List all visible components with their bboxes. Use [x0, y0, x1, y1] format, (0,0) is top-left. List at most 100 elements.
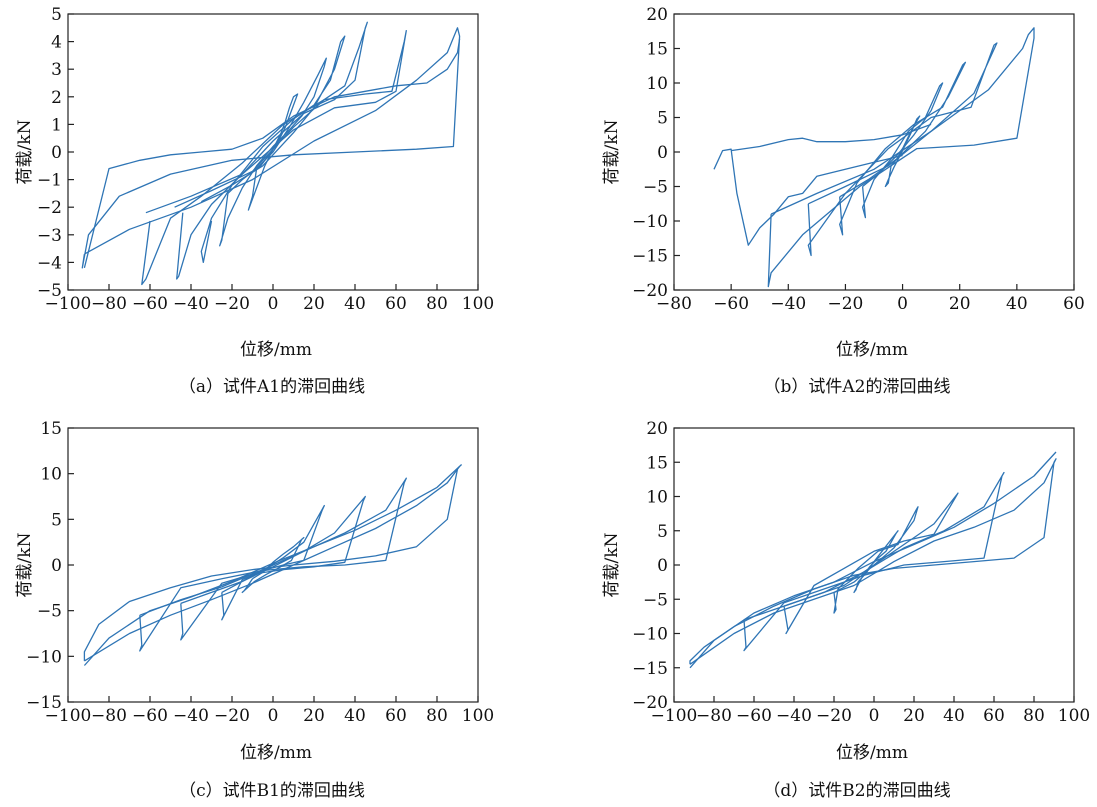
panel-b-hysteresis-loop-6	[713, 148, 903, 246]
panel-a-hysteresis-loop-7	[83, 38, 461, 269]
panel-b-x-tick-label: 20	[949, 294, 971, 314]
panel-d-y-tick-label: 20	[646, 419, 668, 439]
panel-b-y-tick-label: −5	[643, 178, 668, 198]
panel-c-hysteresis-loop-4	[139, 477, 407, 652]
panel-a-y-tick-label: −2	[37, 198, 62, 218]
panel-b-hysteresis-loop-4	[807, 42, 998, 257]
panel-a-y-tick-label: −5	[37, 281, 62, 301]
panel-a-hysteresis-loop-4	[174, 21, 368, 280]
panel-b-x-tick-label: −60	[713, 294, 749, 314]
panel-c-y-tick-label: 10	[40, 465, 62, 485]
panel-a-x-tick-label: −60	[132, 294, 168, 314]
panel-c-y-tick-label: −10	[26, 647, 62, 667]
panel-c-x-tick-label: 0	[268, 706, 279, 726]
panel-d-y-tick-label: 15	[646, 453, 668, 473]
panel-a-y-tick-label: −4	[37, 253, 62, 273]
panel-a-x-tick-label: −100	[45, 294, 92, 314]
panel-c-x-tick-label: −40	[173, 706, 209, 726]
panel-b-y-tick-label: 10	[646, 74, 668, 94]
panel-c-y-tick-label: 15	[40, 419, 62, 439]
panel-c-x-tick-label: −60	[132, 706, 168, 726]
panel-a-y-tick-label: 5	[51, 5, 62, 25]
panel-d-x-tick-label: 40	[943, 706, 965, 726]
panel-c-hysteresis-loop-1	[241, 536, 305, 594]
panel-b-y-tick-label: 5	[657, 109, 668, 129]
panel-d-y-tick-label: −5	[643, 590, 668, 610]
panel-d-x-tick-label: 60	[983, 706, 1005, 726]
panel-d-y-tick-label: 10	[646, 488, 668, 508]
panel-d-x-tick-label: −40	[776, 706, 812, 726]
panel-b-ylabel: 荷载/kN	[602, 119, 622, 184]
panel-c-x-tick-label: −80	[91, 706, 127, 726]
panel-b-x-tick-label: −40	[770, 294, 806, 314]
panel-a-caption: （a）试件A1的滞回曲线	[179, 377, 365, 397]
panel-a-x-tick-label: 60	[385, 294, 407, 314]
panel-a-hysteresis-loop-6	[81, 27, 461, 269]
panel-d-y-tick-label: −15	[632, 659, 668, 679]
panel-c-xlabel: 位移/mm	[240, 743, 312, 763]
panel-c-hysteresis-loop-6	[83, 464, 463, 666]
panel-a-x-tick-label: −40	[173, 294, 209, 314]
panel-b-y-tick-label: 15	[646, 40, 668, 60]
panel-b-x-tick-label: 60	[1063, 294, 1085, 314]
panel-d-y-tick-label: −10	[632, 625, 668, 645]
panel-c-x-tick-label: 40	[344, 706, 366, 726]
panel-a-x-tick-label: 40	[344, 294, 366, 314]
panel-a-x-tick-label: 0	[268, 294, 279, 314]
panel-c-x-tick-label: 20	[303, 706, 325, 726]
panel-a-hysteresis-loop-2	[219, 57, 327, 247]
panel-b-y-tick-label: 20	[646, 5, 668, 25]
panel-c-x-tick-label: 60	[385, 706, 407, 726]
panel-c-hysteresis-loop-5	[83, 465, 461, 662]
panel-b-caption: （b）试件A2的滞回曲线	[764, 377, 951, 397]
panel-b-hysteresis-loop-7	[731, 123, 932, 152]
panel-a-y-tick-label: 1	[51, 115, 62, 135]
panel-c: （c）试件B1的滞回曲线 位移/mm 荷载/kN −100 −80 −60 −40 −2…	[15, 419, 494, 801]
panel-c-y-tick-label: −5	[37, 602, 62, 622]
panel-c-x-tick-label: −100	[45, 706, 92, 726]
panel-d-xlabel: 位移/mm	[836, 743, 908, 763]
panel-a-x-tick-label: 80	[426, 294, 448, 314]
panel-c-caption: （c）试件B1的滞回曲线	[179, 781, 365, 801]
panel-b-x-tick-label: 0	[897, 294, 908, 314]
panel-d: （d）试件B2的滞回曲线 位移/mm 荷载/kN −100−80 −60 −40 −2…	[602, 419, 1090, 801]
panel-a-y-tick-label: −3	[37, 226, 62, 246]
panel-d-caption: （d）试件B2的滞回曲线	[763, 781, 950, 801]
panel-c-x-tick-label: 100	[462, 706, 494, 726]
panel-b-plot-frame	[673, 13, 1075, 291]
panel-a-x-tick-label: 100	[462, 294, 494, 314]
panel-a-y-tick-label: −1	[37, 171, 62, 191]
panel-d-hysteresis-loop-6	[689, 451, 1057, 669]
panel-a-y-tick-label: 3	[51, 60, 62, 80]
panel-c-hysteresis-loop-3	[180, 495, 366, 641]
panel-d-hysteresis-loop-1	[853, 530, 899, 594]
panel-a-xlabel: 位移/mm	[240, 340, 312, 360]
panel-a-y-tick-label: 2	[51, 88, 62, 108]
panel-a-y-tick-label: 0	[51, 143, 62, 163]
panel-c-x-tick-label: 80	[426, 706, 448, 726]
panel-d-x-tick-label: 80	[1023, 706, 1045, 726]
panel-a-x-tick-label: −80	[91, 294, 127, 314]
panel-b: （b）试件A2的滞回曲线 位移/mm 荷载/kN −80 −60 −40 −20 0 20…	[602, 5, 1085, 397]
panel-d-y-tick-label: 5	[657, 522, 668, 542]
panel-d-ylabel: 荷载/kN	[602, 532, 622, 597]
panel-a-x-tick-label: −20	[214, 294, 250, 314]
panel-d-x-tick-label: −100	[651, 706, 698, 726]
panel-d-hysteresis-loop-3	[783, 492, 959, 635]
panel-c-y-tick-label: 5	[51, 510, 62, 530]
panel-b-y-tick-label: 0	[657, 143, 668, 163]
panel-c-y-tick-label: −15	[26, 693, 62, 713]
panel-d-x-tick-label: −80	[696, 706, 732, 726]
panel-d-hysteresis-loop-5	[689, 458, 1057, 665]
panel-b-x-tick-label: −80	[656, 294, 692, 314]
panel-a: （a）试件A1的滞回曲线 位移/mm 荷载/kN −100 −80 −60 −40 −2…	[15, 5, 494, 397]
panel-b-xlabel: 位移/mm	[836, 340, 908, 360]
panel-d-x-tick-label: 0	[869, 706, 880, 726]
panel-d-y-tick-label: 0	[657, 556, 668, 576]
panel-c-y-tick-label: 0	[51, 556, 62, 576]
panel-a-y-tick-label: 4	[51, 33, 62, 53]
panel-d-y-tick-label: −20	[632, 693, 668, 713]
panel-c-ylabel: 荷载/kN	[15, 532, 35, 597]
panel-d-x-tick-label: −60	[736, 706, 772, 726]
